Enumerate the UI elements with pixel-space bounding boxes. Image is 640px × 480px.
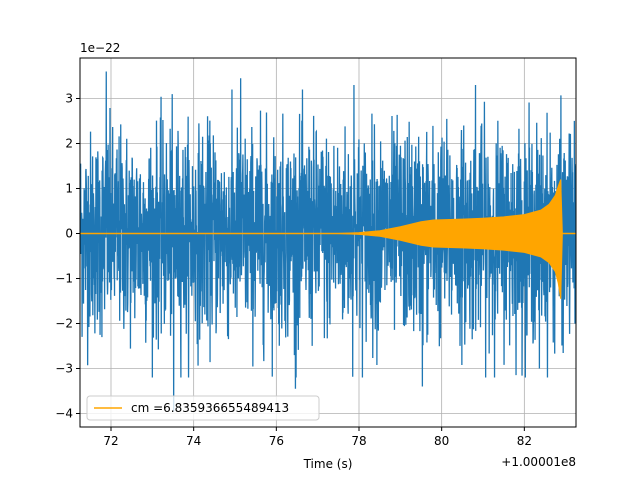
x-tick-label: 78 (351, 434, 366, 448)
y-tick-label: 1 (65, 182, 73, 196)
y-tick-label: −4 (55, 407, 73, 421)
series-layer (80, 71, 576, 412)
x-tick-label: 82 (517, 434, 532, 448)
axes-frame (79, 57, 577, 428)
x-tick-label: 76 (269, 434, 284, 448)
series-chirp-envelope (80, 179, 576, 299)
y-tick-label: 2 (65, 137, 73, 151)
y-scale-label: 1e−22 (80, 41, 120, 55)
x-tick-label: 74 (186, 434, 201, 448)
x-tick-label: 80 (434, 434, 449, 448)
y-tick-label: −2 (55, 317, 73, 331)
x-axis-label: Time (s) (303, 457, 353, 471)
legend-box (86, 395, 320, 421)
legend: cm =6.835936655489413 (86, 395, 320, 421)
x-tick-label: 72 (103, 434, 118, 448)
series-noise-line (80, 71, 576, 412)
ticks: 72 74 76 78 80 82 −4 −3 −2 −1 0 1 2 3 (55, 92, 532, 449)
y-tick-label: −3 (55, 362, 73, 376)
y-tick-label: 3 (65, 92, 73, 106)
legend-entry-chirp: cm =6.835936655489413 (131, 401, 289, 415)
y-tick-label: −1 (55, 272, 73, 286)
y-tick-label: 0 (65, 227, 73, 241)
x-offset-label: +1.00001e8 (501, 455, 576, 469)
